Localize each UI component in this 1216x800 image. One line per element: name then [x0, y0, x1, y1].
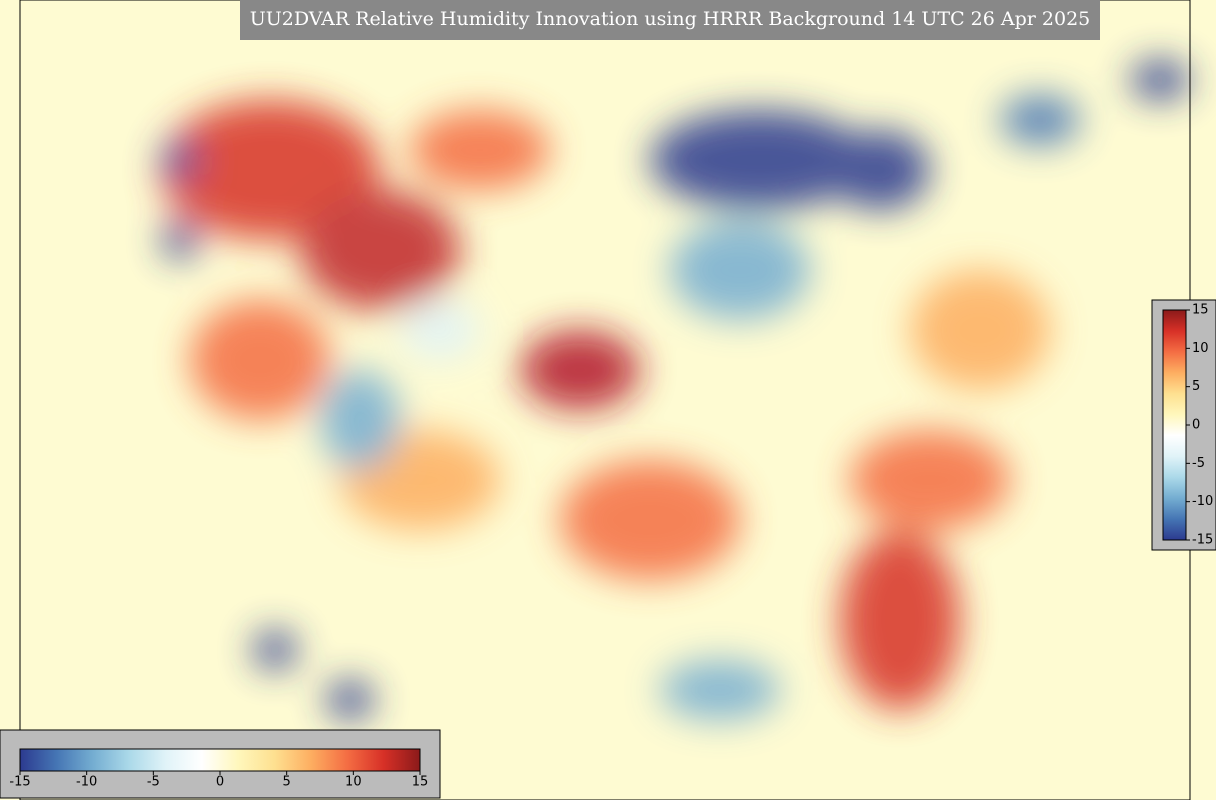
- tick-label: -15: [9, 775, 30, 790]
- colorbar-horizontal: [19, 748, 421, 772]
- tick-label: -5: [147, 775, 160, 790]
- tick-label: -15: [1192, 533, 1213, 548]
- tick-label: 5: [283, 775, 291, 790]
- tick-label: 0: [1192, 418, 1200, 433]
- tick-label: 5: [1192, 379, 1200, 394]
- tick-label: 10: [345, 775, 362, 790]
- map-title: UU2DVAR Relative Humidity Innovation usi…: [250, 8, 1091, 30]
- tick-label: -5: [1192, 456, 1205, 471]
- colorbar-ticks: -15 -10 -5 0 5 10 15: [1186, 303, 1213, 548]
- tick-label: -10: [76, 775, 97, 790]
- tick-label: -10: [1192, 494, 1213, 509]
- humidity-field: [160, 60, 1190, 720]
- title-box: [240, 0, 1100, 40]
- colorbar-ticks: -15 -10 -5 0 5 10 15: [9, 771, 428, 790]
- tick-label: 0: [216, 775, 224, 790]
- tick-label: 15: [1192, 303, 1209, 318]
- colorbar-vertical: [1162, 309, 1187, 541]
- tick-label: 15: [412, 775, 429, 790]
- tick-label: 10: [1192, 341, 1209, 356]
